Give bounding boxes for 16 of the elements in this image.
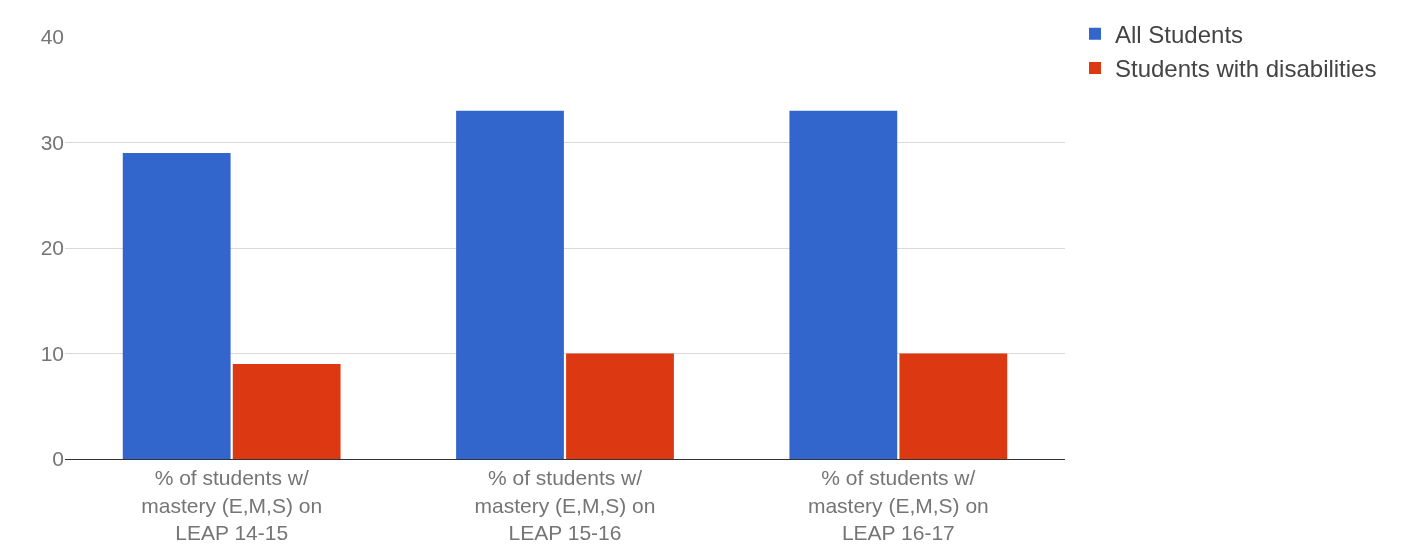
bar <box>122 153 231 459</box>
legend-label: Students with disabilities <box>1115 55 1377 83</box>
bar <box>566 353 674 459</box>
y-tick-label: 30 <box>40 130 64 154</box>
x-tick-label: % of students w/ mastery (E,M,S) on LEAP 14-15 <box>141 466 323 544</box>
y-tick-label: 40 <box>40 25 64 49</box>
y-tick-label: 10 <box>40 341 64 365</box>
bar <box>456 110 564 459</box>
legend-label: All Students <box>1115 21 1244 49</box>
x-tick-label: % of students w/ mastery (E,M,S) on LEAP 16-17 <box>807 466 989 544</box>
x-tick-label: % of students w/ mastery (E,M,S) on LEAP 15-16 <box>474 466 656 544</box>
bar <box>232 364 341 459</box>
bar <box>789 110 898 459</box>
y-tick-label: 0 <box>52 447 64 471</box>
y-tick-label: 20 <box>40 236 64 260</box>
bar <box>899 353 1008 459</box>
